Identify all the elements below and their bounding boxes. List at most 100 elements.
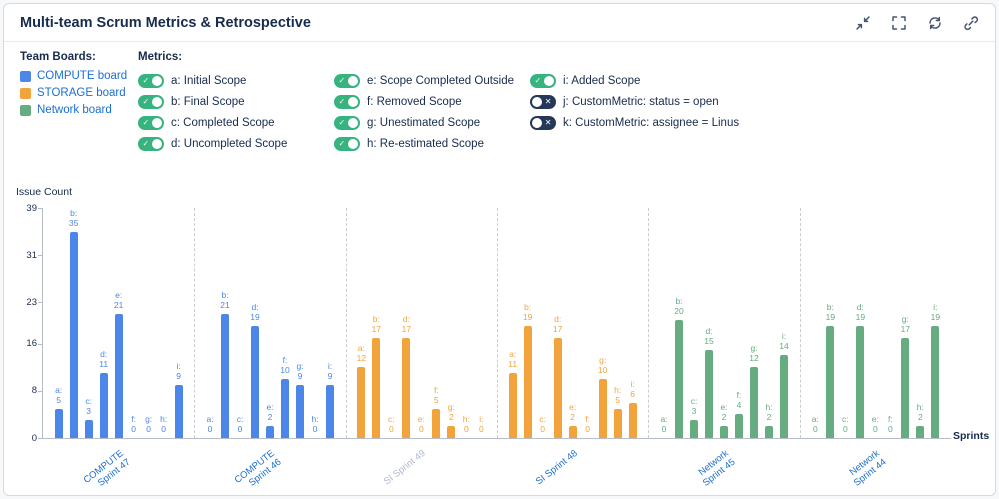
y-tick-label: 0 <box>31 432 37 444</box>
metric-label: h: Re-estimated Scope <box>367 137 484 150</box>
widget-card: Multi-team Scrum Metrics & Retrospective… <box>3 3 996 496</box>
sprint-label-compute-sprint-46[interactable]: COMPUTE Sprint 46 <box>232 448 284 490</box>
link-icon[interactable] <box>963 15 979 31</box>
metric-label: e: Scope Completed Outside <box>367 74 515 87</box>
metric-toggle[interactable]: ✓ <box>138 115 164 130</box>
bar-value-label: d: 19 <box>855 302 866 323</box>
bar-value-label: f: 0 <box>131 414 137 435</box>
sprint-label-network-sprint-44[interactable]: Network Sprint 44 <box>847 448 890 490</box>
metric-toggle[interactable]: ✓ <box>138 73 164 88</box>
toggle-knob <box>532 117 542 128</box>
refresh-icon[interactable] <box>927 15 943 31</box>
bar-si-sprint-49-g[interactable] <box>447 426 456 438</box>
board-color-swatch <box>20 104 31 116</box>
check-icon: ✓ <box>142 138 150 148</box>
metric-toggle[interactable]: ✓ <box>138 136 164 151</box>
bar-value-label: d: 15 <box>704 326 714 347</box>
bar-compute-sprint-47-i[interactable] <box>174 385 183 438</box>
bar-value-label: g: 9 <box>296 361 304 382</box>
bar-network-sprint-45-d[interactable] <box>705 350 713 438</box>
toggle-knob <box>152 117 162 128</box>
toggle-knob <box>544 75 554 86</box>
bar-network-sprint-44-d[interactable] <box>856 326 865 438</box>
bar-network-sprint-45-i[interactable] <box>780 355 788 438</box>
sprint-label-si-sprint-48[interactable]: SI Sprint 48 <box>533 448 580 488</box>
board-legend-item[interactable]: STORAGE board <box>20 87 138 99</box>
metric-toggle[interactable]: ✓ <box>334 73 360 88</box>
bar-value-label: d: 19 <box>250 302 260 323</box>
metric-toggle[interactable]: ✓ <box>334 115 360 130</box>
bar-compute-sprint-47-a[interactable] <box>54 409 63 438</box>
bar-value-label: a: 12 <box>356 343 367 364</box>
bar-si-sprint-48-d[interactable] <box>553 338 562 438</box>
bar-si-sprint-49-f[interactable] <box>432 409 441 438</box>
board-name: STORAGE board <box>37 87 126 99</box>
board-legend-item[interactable]: COMPUTE board <box>20 70 138 82</box>
bar-si-sprint-48-e[interactable] <box>568 426 577 438</box>
metric-toggle[interactable]: ✓ <box>530 73 556 88</box>
metric-toggle[interactable]: ✕ <box>530 94 556 109</box>
bar-value-label: i: 14 <box>779 331 789 352</box>
y-tick-label: 23 <box>26 296 37 308</box>
bar-value-label: a: 0 <box>811 414 819 435</box>
toggle-knob <box>152 138 162 149</box>
bar-network-sprint-44-i[interactable] <box>931 326 940 438</box>
bar-compute-sprint-47-c[interactable] <box>84 420 93 438</box>
group-separator <box>194 208 196 438</box>
bar-value-label: e: 2 <box>720 402 728 423</box>
board-legend-item[interactable]: Network board <box>20 104 138 116</box>
sprint-label-network-sprint-45[interactable]: Network Sprint 45 <box>696 448 738 490</box>
bar-value-label: b: 17 <box>371 314 382 335</box>
bar-compute-sprint-47-d[interactable] <box>99 373 108 438</box>
bar-network-sprint-45-g[interactable] <box>750 367 758 438</box>
bar-value-label: h: 0 <box>462 414 470 435</box>
bar-network-sprint-45-h[interactable] <box>765 426 773 438</box>
toggle-knob <box>348 117 358 128</box>
bar-si-sprint-49-b[interactable] <box>372 338 381 438</box>
sprint-label-compute-sprint-47[interactable]: COMPUTE Sprint 47 <box>81 448 133 490</box>
bar-network-sprint-45-b[interactable] <box>675 320 683 438</box>
metric-toggle-item: ✕ k: CustomMetric: assignee = Linus <box>530 115 979 130</box>
bar-value-label: a: 0 <box>660 414 668 435</box>
metric-toggle[interactable]: ✕ <box>530 115 556 130</box>
bar-si-sprint-48-g[interactable] <box>598 379 607 438</box>
bar-compute-sprint-46-b[interactable] <box>221 314 229 438</box>
metric-toggle-item: ✓ f: Removed Scope <box>334 94 530 109</box>
plot-area: 0 8 16 23 31 39 a: 5 b: 35 c: 3 d: 11 e: 21 f: 0 g: … <box>26 203 951 489</box>
bar-compute-sprint-47-e[interactable] <box>114 314 123 438</box>
bar-network-sprint-44-g[interactable] <box>901 338 910 438</box>
bar-compute-sprint-46-f[interactable] <box>281 379 289 438</box>
fullscreen-icon[interactable] <box>891 15 907 31</box>
metric-toggle[interactable]: ✓ <box>138 94 164 109</box>
metric-toggle-item: ✓ a: Initial Scope <box>138 73 334 88</box>
bar-value-label: b: 35 <box>68 208 79 229</box>
bar-network-sprint-44-h[interactable] <box>916 426 925 438</box>
x-axis-title: Sprints <box>953 430 990 442</box>
bar-value-label: g: 0 <box>145 414 153 435</box>
bar-compute-sprint-46-g[interactable] <box>296 385 304 438</box>
sprint-label-si-sprint-49[interactable]: SI Sprint 49 <box>382 448 429 488</box>
y-tick-label: 8 <box>31 385 37 397</box>
bar-value-label: i: 6 <box>630 379 636 400</box>
metric-toggle[interactable]: ✓ <box>334 94 360 109</box>
metric-label: g: Unestimated Scope <box>367 116 481 129</box>
bar-compute-sprint-47-b[interactable] <box>69 232 78 438</box>
bar-network-sprint-44-b[interactable] <box>826 326 835 438</box>
bar-compute-sprint-46-i[interactable] <box>326 385 334 438</box>
bar-compute-sprint-46-d[interactable] <box>251 326 259 438</box>
bar-network-sprint-45-c[interactable] <box>690 420 698 438</box>
metric-toggle-item: ✓ c: Completed Scope <box>138 115 334 130</box>
board-list: COMPUTE board STORAGE board Network board <box>20 70 138 116</box>
bar-compute-sprint-46-e[interactable] <box>266 426 274 438</box>
bar-si-sprint-48-a[interactable] <box>508 373 517 438</box>
bar-network-sprint-45-f[interactable] <box>735 414 743 438</box>
bar-network-sprint-45-e[interactable] <box>720 426 728 438</box>
bar-si-sprint-49-a[interactable] <box>357 367 366 438</box>
bar-si-sprint-49-d[interactable] <box>402 338 411 438</box>
bar-si-sprint-48-b[interactable] <box>523 326 532 438</box>
y-tick-label: 39 <box>26 202 37 214</box>
metric-toggle[interactable]: ✓ <box>334 136 360 151</box>
bar-si-sprint-48-i[interactable] <box>628 403 637 438</box>
collapse-icon[interactable] <box>855 15 871 31</box>
bar-si-sprint-48-h[interactable] <box>613 409 622 438</box>
